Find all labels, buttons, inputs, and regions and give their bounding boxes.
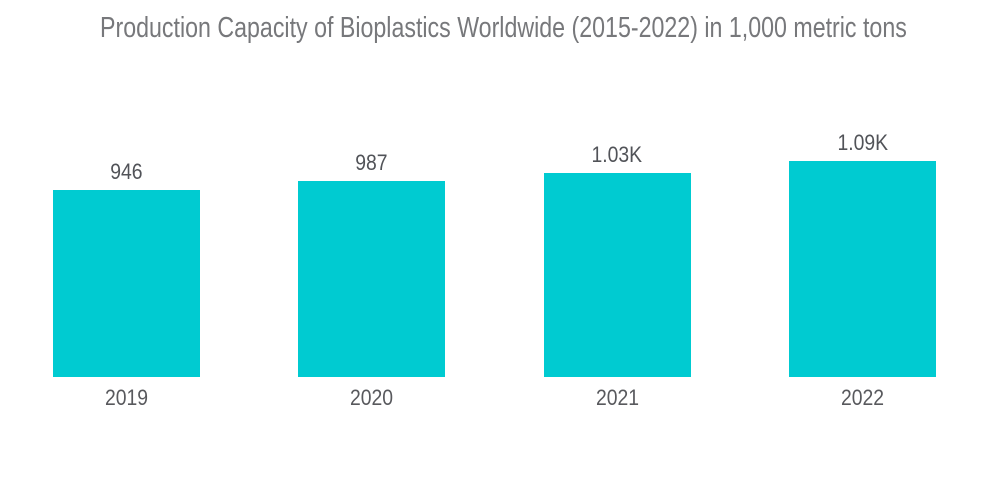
category-label: 2020 <box>350 385 394 410</box>
category-label: 2021 <box>595 385 639 410</box>
category-label: 2019 <box>104 385 149 410</box>
bar-2022 <box>788 161 936 377</box>
bar-value-label: 1.09K <box>837 130 888 155</box>
bar-2019 <box>53 190 200 377</box>
bar-column-2022: 1.09K 2022 <box>788 0 936 409</box>
bar-value-label: 1.03K <box>591 142 643 167</box>
chart-title: Production Capacity of Bioplastics World… <box>100 12 907 44</box>
bar-column-2021: 1.03K 2021 <box>543 0 691 409</box>
category-label: 2022 <box>840 385 885 410</box>
bar-value-label: 987 <box>355 150 388 175</box>
plot-area: 946 2019 987 2020 1.03K 2021 1.09K 2022 <box>53 0 936 409</box>
bar-column-2020: 987 2020 <box>298 0 446 409</box>
bar-value-label: 946 <box>110 159 143 184</box>
bar-2020 <box>298 181 446 377</box>
bar-2021 <box>543 173 691 377</box>
bar-column-2019: 946 2019 <box>53 0 200 409</box>
